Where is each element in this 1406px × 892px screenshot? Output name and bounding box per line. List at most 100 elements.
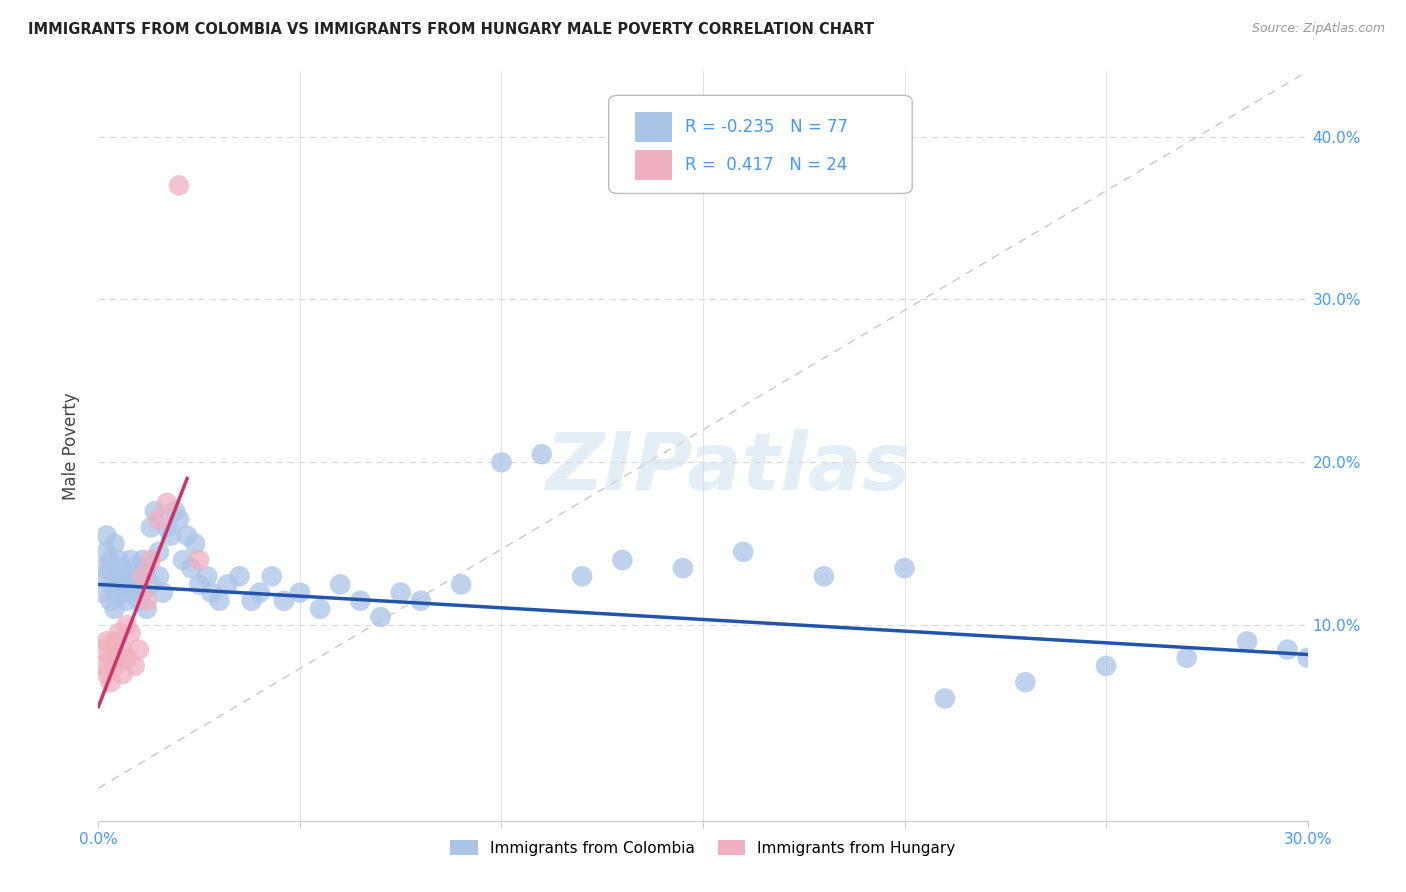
Point [148, 569, 170, 583]
Point [100, 553, 122, 567]
Point [389, 585, 412, 599]
Point [100, 593, 122, 607]
Point [111, 642, 134, 657]
Point [132, 553, 155, 567]
Point [135, 561, 157, 575]
Point [167, 178, 190, 193]
Point [120, 626, 142, 640]
Point [100, 675, 122, 690]
Point [132, 569, 155, 583]
Point [260, 569, 283, 583]
Point [450, 577, 472, 591]
Point [349, 593, 371, 607]
Point [107, 553, 129, 567]
Point [103, 602, 125, 616]
Point [128, 569, 150, 583]
Point [893, 561, 915, 575]
Point [160, 528, 183, 542]
Point [184, 537, 207, 551]
Text: Source: ZipAtlas.com: Source: ZipAtlas.com [1251, 22, 1385, 36]
Point [124, 561, 146, 575]
Point [208, 593, 231, 607]
Text: R = -0.235   N = 77: R = -0.235 N = 77 [685, 118, 848, 136]
Point [115, 577, 138, 591]
Point [139, 577, 162, 591]
Point [1175, 650, 1198, 665]
Point [195, 569, 218, 583]
Point [530, 447, 553, 461]
Point [91, 561, 114, 575]
Point [176, 528, 198, 542]
Point [934, 691, 956, 706]
Legend: Immigrants from Colombia, Immigrants from Hungary: Immigrants from Colombia, Immigrants fro… [444, 833, 962, 862]
Point [103, 634, 125, 648]
Point [103, 585, 125, 599]
Point [733, 545, 755, 559]
Point [100, 577, 122, 591]
Point [115, 650, 138, 665]
Point [115, 569, 138, 583]
Point [103, 537, 125, 551]
Point [813, 569, 835, 583]
Point [124, 659, 146, 673]
Point [188, 577, 211, 591]
Point [107, 569, 129, 583]
Point [107, 577, 129, 591]
Point [172, 553, 194, 567]
Point [491, 455, 513, 469]
Text: ZIPatlas: ZIPatlas [544, 429, 910, 508]
Point [115, 618, 138, 632]
Point [1095, 659, 1118, 673]
Point [91, 642, 114, 657]
Point [96, 545, 118, 559]
Point [288, 585, 311, 599]
Point [273, 593, 295, 607]
Point [128, 593, 150, 607]
Point [96, 528, 118, 542]
Point [111, 667, 134, 681]
Point [135, 602, 157, 616]
Point [148, 512, 170, 526]
Point [200, 585, 222, 599]
Point [571, 569, 593, 583]
Text: R =  0.417   N = 24: R = 0.417 N = 24 [685, 156, 848, 174]
Point [240, 593, 263, 607]
Point [148, 545, 170, 559]
Point [100, 650, 122, 665]
Point [111, 561, 134, 575]
Point [103, 659, 125, 673]
Point [1236, 634, 1258, 648]
Point [96, 569, 118, 583]
Point [163, 504, 186, 518]
Point [135, 593, 157, 607]
FancyBboxPatch shape [636, 112, 672, 142]
Point [249, 585, 271, 599]
Point [1277, 642, 1299, 657]
Point [228, 569, 250, 583]
Point [120, 585, 142, 599]
Point [156, 520, 179, 534]
Point [370, 610, 392, 624]
Point [329, 577, 352, 591]
Text: IMMIGRANTS FROM COLOMBIA VS IMMIGRANTS FROM HUNGARY MALE POVERTY CORRELATION CHA: IMMIGRANTS FROM COLOMBIA VS IMMIGRANTS F… [28, 22, 875, 37]
Point [120, 553, 142, 567]
Point [132, 585, 155, 599]
Point [156, 496, 179, 510]
Point [612, 553, 634, 567]
Point [96, 634, 118, 648]
Point [139, 553, 162, 567]
Point [167, 512, 190, 526]
Point [91, 585, 114, 599]
Point [115, 593, 138, 607]
Point [96, 667, 118, 681]
Point [111, 585, 134, 599]
Point [1014, 675, 1036, 690]
Point [217, 577, 239, 591]
Y-axis label: Male Poverty: Male Poverty [62, 392, 80, 500]
Point [107, 626, 129, 640]
Point [409, 593, 432, 607]
Point [128, 642, 150, 657]
Point [100, 561, 122, 575]
Point [309, 602, 332, 616]
Point [188, 553, 211, 567]
